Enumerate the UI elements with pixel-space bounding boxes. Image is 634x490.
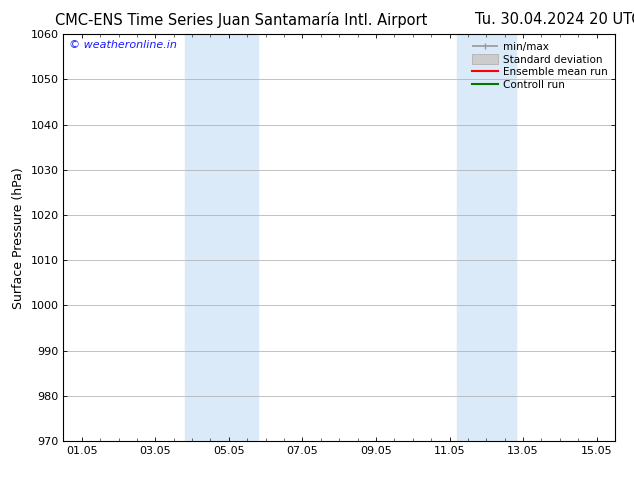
Text: Tu. 30.04.2024 20 UTC: Tu. 30.04.2024 20 UTC [475,12,634,27]
Legend: min/max, Standard deviation, Ensemble mean run, Controll run: min/max, Standard deviation, Ensemble me… [470,40,610,93]
Text: CMC-ENS Time Series Juan Santamaría Intl. Airport: CMC-ENS Time Series Juan Santamaría Intl… [55,12,427,28]
Bar [184,34,258,441]
Bar [457,34,515,441]
Text: © weatheronline.in: © weatheronline.in [69,40,177,50]
Y-axis label: Surface Pressure (hPa): Surface Pressure (hPa) [12,167,25,309]
